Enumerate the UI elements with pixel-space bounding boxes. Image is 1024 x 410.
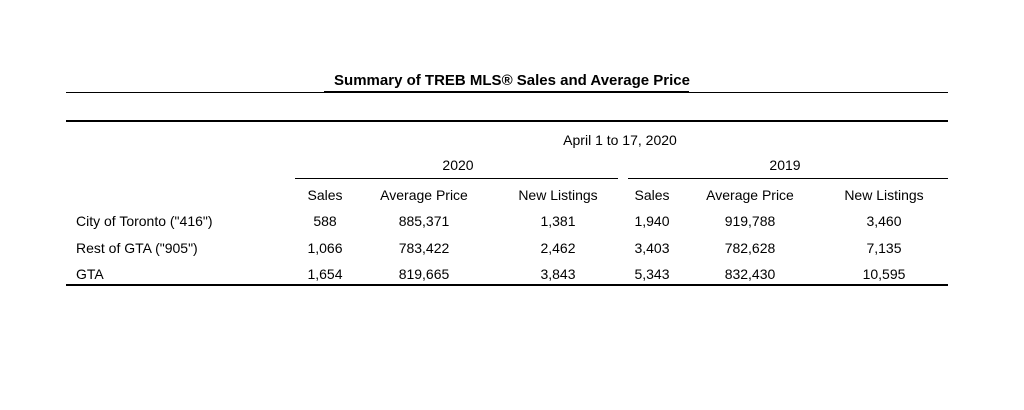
table-cell: 832,430 [724,266,776,282]
title-underline [324,91,689,92]
col-header-avg-price-2020: Average Price [380,187,468,203]
table-cell: 3,843 [540,266,576,282]
col-header-sales-2019: Sales [634,187,670,203]
table-cell: 1,381 [540,213,576,229]
table-cell: 2,462 [540,240,576,256]
table-cell: 1,066 [307,240,343,256]
year-2019-underline [628,178,948,179]
table-cell: 782,628 [724,240,776,256]
table-cell: 7,135 [866,240,902,256]
col-header-new-listings-2019: New Listings [844,187,924,203]
period-header: April 1 to 17, 2020 [563,132,677,148]
table-cell: 1,940 [634,213,670,229]
col-header-new-listings-2020: New Listings [518,187,598,203]
table-cell: 3,403 [634,240,670,256]
table-cell: 1,654 [307,266,343,282]
row-label-toronto: City of Toronto ("416") [76,213,213,229]
year-header-2020: 2020 [442,157,474,173]
table-cell: 10,595 [862,266,906,282]
row-label-gta: GTA [76,266,104,282]
col-header-sales-2020: Sales [307,187,343,203]
table-cell: 588 [313,213,337,229]
top-rule [66,92,948,93]
table-cell: 885,371 [398,213,450,229]
table-cell: 5,343 [634,266,670,282]
table-cell: 819,665 [398,266,450,282]
table-title: Summary of TREB MLS® Sales and Average P… [334,72,690,89]
year-header-2019: 2019 [769,157,801,173]
table-cell: 783,422 [398,240,450,256]
header-rule [66,120,948,122]
row-label-rest-of-gta: Rest of GTA ("905") [76,240,198,256]
table-cell: 919,788 [724,213,776,229]
table-cell: 3,460 [866,213,902,229]
col-header-avg-price-2019: Average Price [706,187,794,203]
bottom-rule [66,284,948,286]
year-2020-underline [295,178,618,179]
